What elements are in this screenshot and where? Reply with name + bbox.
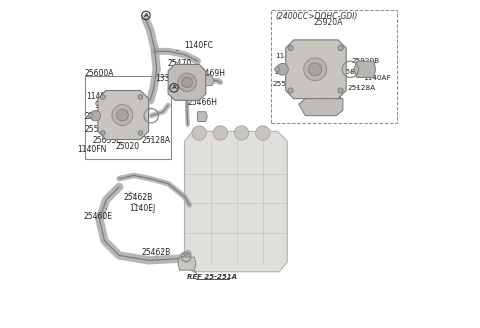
Circle shape [192, 126, 206, 140]
Polygon shape [198, 112, 207, 122]
Circle shape [138, 131, 143, 135]
Text: 25128A: 25128A [142, 136, 170, 145]
Text: 25920A: 25920A [313, 18, 343, 27]
Circle shape [90, 111, 100, 121]
Polygon shape [299, 99, 343, 116]
Text: 1140AF: 1140AF [363, 75, 391, 81]
Circle shape [304, 58, 326, 81]
Text: 1140FC: 1140FC [176, 41, 213, 51]
Text: 25633C: 25633C [299, 85, 327, 91]
Text: 25462B: 25462B [142, 248, 170, 257]
Text: 25128A: 25128A [347, 85, 375, 91]
Circle shape [288, 46, 293, 51]
Text: 25466H: 25466H [187, 98, 217, 107]
Circle shape [178, 73, 196, 92]
Text: 25500A: 25500A [273, 81, 301, 87]
Circle shape [338, 46, 343, 51]
Circle shape [100, 131, 105, 135]
Text: 25631B: 25631B [85, 113, 114, 121]
Text: 25020: 25020 [319, 97, 342, 103]
Polygon shape [354, 61, 375, 77]
Circle shape [138, 95, 143, 99]
Text: 25470: 25470 [168, 59, 192, 68]
Text: 25633C: 25633C [92, 136, 122, 145]
Text: REF 25-251A: REF 25-251A [187, 274, 237, 280]
Text: 1140EJ: 1140EJ [129, 203, 155, 213]
Text: 1140EP: 1140EP [86, 92, 114, 101]
Circle shape [276, 63, 288, 75]
Polygon shape [168, 64, 206, 100]
Text: 39220G: 39220G [121, 104, 151, 113]
Text: 25469H: 25469H [196, 69, 226, 78]
Circle shape [338, 88, 343, 93]
Circle shape [234, 126, 249, 140]
Text: 1140FN: 1140FN [77, 145, 107, 154]
Circle shape [182, 77, 192, 88]
Polygon shape [206, 76, 214, 86]
Polygon shape [178, 257, 196, 270]
Polygon shape [286, 40, 346, 99]
Text: A: A [171, 85, 177, 91]
Text: 91990: 91990 [285, 60, 308, 66]
Text: 25460E: 25460E [84, 208, 113, 221]
Text: 1140EP: 1140EP [275, 52, 303, 59]
Polygon shape [184, 131, 288, 272]
Text: A: A [144, 13, 148, 18]
Circle shape [275, 67, 280, 72]
Text: 25631B: 25631B [274, 69, 302, 75]
Text: 39220G: 39220G [309, 51, 337, 58]
Text: 39275: 39275 [320, 65, 343, 71]
Text: (2400CC>DOHC-GDI): (2400CC>DOHC-GDI) [275, 12, 358, 21]
Text: 91990: 91990 [95, 101, 119, 110]
Circle shape [117, 109, 128, 121]
Circle shape [309, 63, 322, 76]
Circle shape [256, 126, 270, 140]
Text: 25020: 25020 [115, 142, 139, 151]
Circle shape [100, 95, 105, 99]
Text: 25823: 25823 [341, 69, 364, 75]
Circle shape [112, 105, 133, 125]
Text: 25920B: 25920B [351, 58, 379, 64]
Circle shape [213, 126, 228, 140]
Text: 25500A: 25500A [85, 125, 114, 134]
Text: 25462B: 25462B [123, 192, 152, 202]
Text: 39275: 39275 [122, 111, 147, 119]
Text: 25600A: 25600A [85, 69, 114, 78]
Text: 1339GA: 1339GA [155, 73, 186, 83]
Circle shape [88, 113, 93, 118]
Circle shape [288, 88, 293, 93]
Polygon shape [98, 91, 148, 139]
